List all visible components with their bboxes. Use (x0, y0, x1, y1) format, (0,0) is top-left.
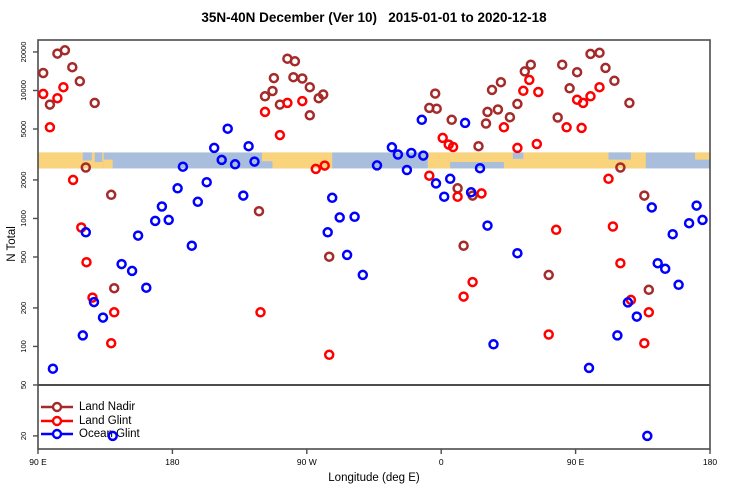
y-tick-label: 100 (19, 340, 28, 353)
y-tick-label: 200 (19, 302, 28, 315)
y-tick-label: 500 (19, 251, 28, 264)
chart-title: 35N-40N December (Ver 10) 2015-01-01 to … (201, 10, 547, 25)
map-strip-ocean-notch (82, 152, 92, 161)
y-tick-label: 2000 (19, 172, 28, 189)
x-tick-label: 180 (165, 457, 179, 467)
y-tick-label: 20000 (19, 42, 28, 63)
legend-marker-ocean-glint-icon (41, 429, 73, 440)
map-strip-ocean-notch (512, 152, 524, 159)
x-tick-label: 90 W (297, 457, 317, 467)
map-strip-ocean-notch (608, 152, 631, 160)
x-tick-label: 90 E (29, 457, 47, 467)
map-strip-land-segment (38, 152, 104, 169)
map-strip-land-segment (695, 152, 710, 160)
legend-item-ocean-glint: Ocean Glint (40, 428, 140, 442)
legend-label-ocean-glint: Ocean Glint (79, 428, 140, 441)
map-strip-land-segment (103, 159, 113, 169)
x-tick-label: 180 (703, 457, 717, 467)
legend: Land Nadir Land Glint Ocean Glint (40, 400, 140, 441)
map-strip-land-segment (262, 152, 333, 169)
plot-border (37, 39, 711, 450)
y-tick-label: 5000 (19, 121, 28, 138)
legend-marker-land-nadir-icon (41, 401, 73, 413)
legend-item-land-glint: Land Glint (40, 414, 140, 428)
y-tick-label: 20 (19, 432, 28, 440)
legend-marker-land-glint-icon (41, 415, 73, 426)
map-strip-ocean-notch (262, 161, 273, 169)
map-strip-ocean-notch (450, 162, 504, 169)
x-axis-label: Longitude (deg E) (328, 472, 420, 484)
legend-label-land-nadir: Land Nadir (79, 400, 136, 413)
map-strip-ocean-notch (94, 152, 103, 163)
x-tick-label: 0 (439, 457, 444, 467)
y-tick-label: 10000 (19, 80, 28, 101)
y-tick-label: 50 (19, 381, 28, 389)
x-tick-label: 90 E (567, 457, 585, 467)
y-tick-label: 1000 (19, 210, 28, 227)
legend-item-land-nadir: Land Nadir (40, 400, 140, 414)
legend-label-land-glint: Land Glint (79, 414, 132, 427)
